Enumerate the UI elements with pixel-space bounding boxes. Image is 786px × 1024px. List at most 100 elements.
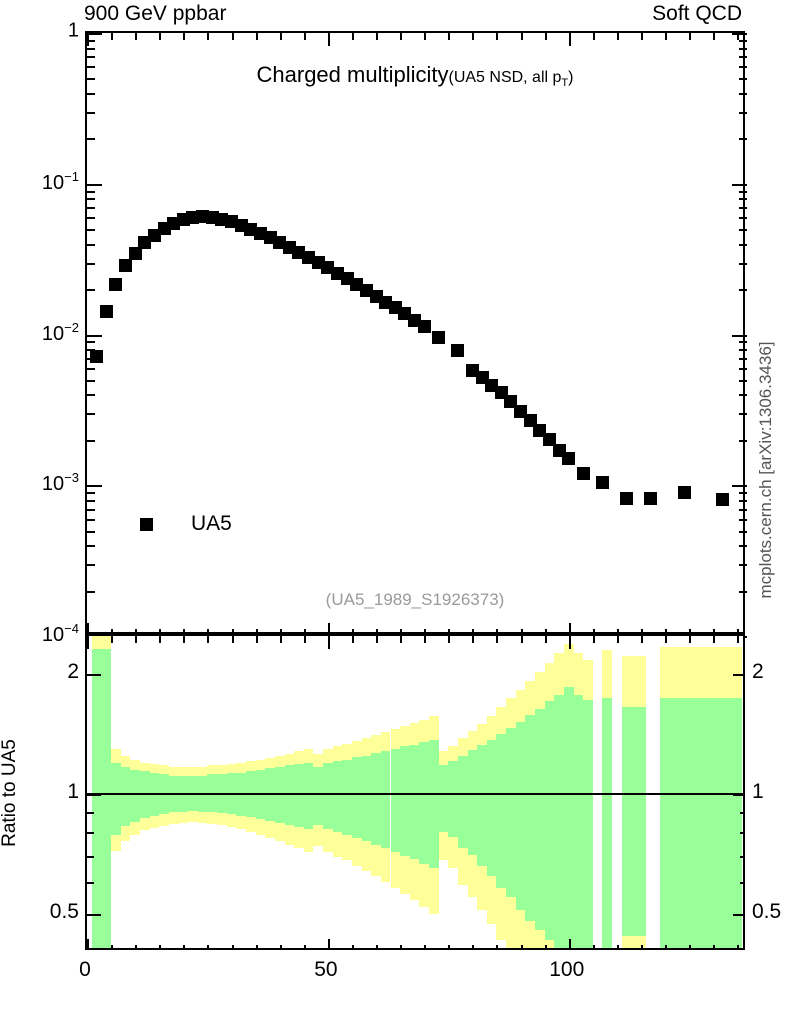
axis-tick [135,33,137,40]
ratio-band-1sigma [400,746,410,856]
plot-title-sub-prefix: (UA5 NSD, all p [448,69,562,86]
axis-tick [400,629,402,636]
ratio-band-1sigma [621,706,646,936]
legend: UA5 [140,512,232,536]
data-point-marker [432,331,446,345]
axis-tick [665,629,667,636]
data-point-marker [677,485,691,499]
axis-tick [739,358,747,360]
axis-tick [87,48,95,50]
axis-tick [569,939,571,948]
plot-title: Charged multiplicity(UA5 NSD, all pT) [85,62,745,89]
axis-tick [328,939,330,948]
data-point-marker [644,491,658,505]
axis-tick [87,184,102,186]
data-series-ua5 [87,33,743,632]
axis-tick [87,914,101,916]
data-point-marker [716,493,730,507]
axis-tick [87,380,95,382]
ratio-plot-frame [85,634,745,950]
data-point-marker [504,394,518,408]
axis-tick [232,33,234,40]
axis-tick [732,485,747,487]
data-point-marker [542,433,556,447]
axis-tick [87,263,95,265]
axis-tick [280,945,282,948]
axis-tick [87,485,102,487]
axis-tick [641,945,643,948]
ratio-band-1sigma [111,762,121,835]
axis-tick [87,207,95,209]
axis-tick [87,564,95,566]
ratio-y-tick-label-left: 0.5 [49,899,79,923]
axis-tick [472,33,474,40]
ratio-band-1sigma [120,766,131,827]
axis-tick [569,623,571,636]
axis-tick [593,636,595,643]
axis-tick [87,40,95,42]
axis-tick [739,368,747,370]
axis-tick [521,636,523,643]
axis-tick [400,636,402,643]
axis-tick [617,945,619,948]
axis-tick [740,882,743,884]
axis-tick [87,335,102,337]
axis-tick [472,629,474,636]
axis-tick [733,674,743,676]
axis-tick [739,217,747,219]
axis-tick [328,623,330,636]
data-point-marker [417,319,431,333]
main-y-tick-label: 10−2 [41,319,79,345]
axis-tick [665,33,667,40]
axis-tick [739,341,747,343]
axis-tick [448,33,450,40]
axis-tick [87,591,95,593]
axis-tick [739,66,747,68]
axis-tick [740,812,743,814]
legend-label-ua5: UA5 [191,512,232,535]
axis-tick [352,945,354,948]
axis-tick [280,33,282,40]
header-left-label: 900 GeV ppbar [84,2,227,25]
ratio-y-tick-label-right: 0.5 [752,899,782,923]
axis-tick [545,33,547,40]
data-point-marker [99,304,113,318]
axis-tick [87,812,94,814]
data-point-marker [90,349,104,363]
axis-tick [87,244,95,246]
x-tick-label: 0 [79,958,91,981]
axis-tick [400,945,402,948]
data-point-marker [119,259,133,273]
main-y-axis-labels: 1 10−1 10−2 10−3 10−4 [0,0,79,1024]
axis-tick [448,636,450,643]
axis-tick [472,945,474,948]
axis-tick [521,629,523,636]
axis-tick [87,519,95,521]
x-tick-label: 50 [314,958,338,981]
axis-tick [665,945,667,948]
axis-tick [713,629,715,636]
axis-tick [739,413,747,415]
ratio-band-1sigma [486,739,497,877]
axis-tick [304,629,306,636]
axis-tick [111,636,113,643]
axis-tick [87,882,94,884]
axis-tick [87,531,95,533]
axis-tick [739,48,747,50]
ratio-band-1sigma [294,764,304,828]
axis-tick [713,33,715,40]
ratio-band-1sigma [371,752,381,845]
x-tick-label: 100 [549,958,585,981]
axis-tick [87,623,89,636]
axis-tick [232,636,234,643]
axis-tick [87,674,101,676]
axis-tick [739,519,747,521]
ratio-band-1sigma [506,727,516,898]
axis-tick [737,945,739,948]
ratio-band-1sigma [284,765,295,826]
axis-tick [87,509,95,511]
ratio-y-tick-label-right: 1 [752,780,764,803]
ratio-band-1sigma [477,744,487,866]
axis-tick [424,33,426,40]
axis-tick [739,78,747,80]
